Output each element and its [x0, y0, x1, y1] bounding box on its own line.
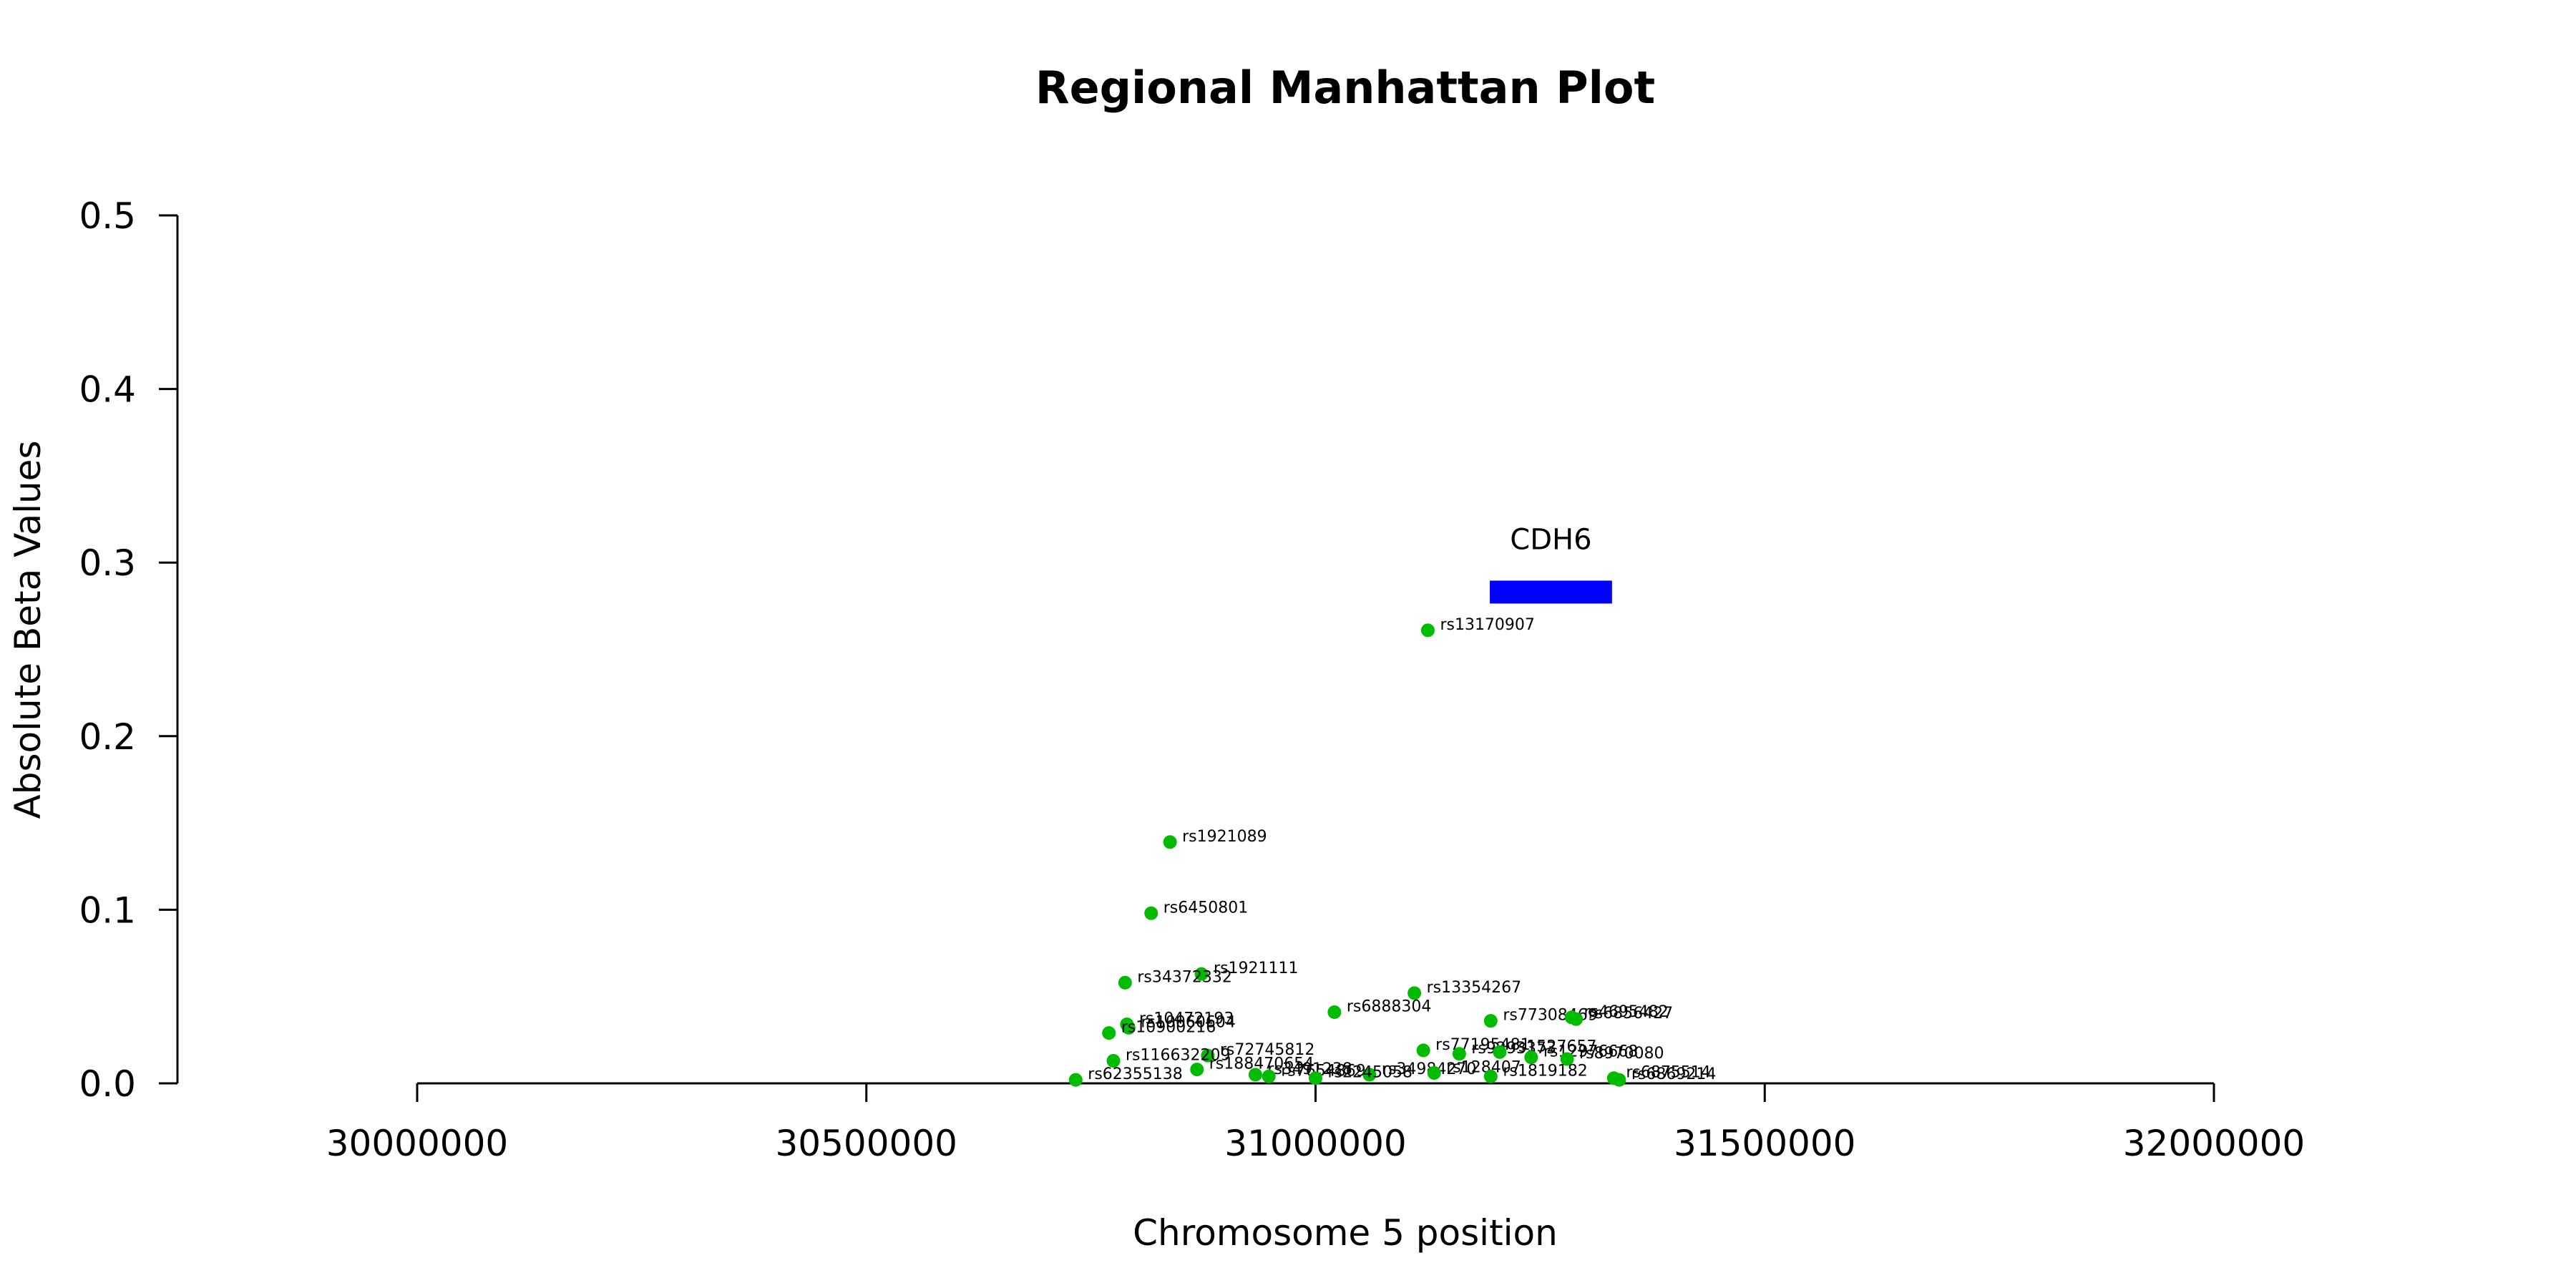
snp-label: rs10472193 — [1139, 1010, 1234, 1028]
snp-point — [1118, 975, 1132, 990]
axes: 0.0 0.1 0.2 0.3 0.4 0.5 30000000 30500000 310000… — [79, 195, 2305, 1164]
snp-points: rs13170907 rs1921089 rs6450801 rs1921111rs3… — [1068, 616, 1717, 1087]
y-tick-label: 0.2 — [79, 716, 136, 758]
gene-label: CDH6 — [1510, 523, 1591, 556]
snp-label: rs6875514 — [1626, 1064, 1711, 1082]
snp-label: rs1921089 — [1182, 828, 1267, 846]
snp-point — [1121, 1020, 1136, 1035]
snp-label: rs13170907 — [1440, 616, 1534, 634]
snp-label: rs12976668 — [1543, 1043, 1638, 1061]
y-axis-label: Absolute Beta Values — [7, 441, 49, 819]
x-tick-label: 32000000 — [2123, 1123, 2306, 1164]
snp-label: rs6856427 — [1589, 1005, 1674, 1023]
snp-label: rs77195481 — [1435, 1036, 1530, 1054]
snp-label: rs34372332 — [1137, 968, 1231, 986]
snp-point — [1106, 1053, 1121, 1068]
y-tick-label: 0.5 — [79, 195, 136, 237]
snp-point — [1524, 1050, 1538, 1065]
snp-point — [1452, 1047, 1466, 1061]
snp-point — [1493, 1045, 1507, 1059]
snp-point — [1327, 1005, 1342, 1020]
snp-point — [1248, 1068, 1262, 1082]
snp-point — [1407, 986, 1422, 1000]
snp-point — [1612, 1073, 1626, 1087]
snp-label: rs10900216 — [1121, 1019, 1216, 1037]
gene-bar — [1490, 580, 1612, 604]
snp-point — [1102, 1026, 1116, 1040]
snp-point — [1427, 1065, 1441, 1080]
snp-label: rs1921111 — [1214, 960, 1299, 977]
snp-point — [1262, 1069, 1276, 1083]
snp-label: rs2245058 — [1328, 1064, 1413, 1082]
snp-label: rs72745812 — [1220, 1041, 1314, 1059]
snp-label: rs116632209 — [1126, 1046, 1230, 1064]
snp-label: rs6888304 — [1347, 998, 1432, 1016]
gene-track: CDH6 — [1490, 523, 1612, 604]
x-tick-label: 31000000 — [1224, 1123, 1407, 1164]
snp-point — [1144, 906, 1158, 920]
snp-label: rs9293373 — [1471, 1040, 1556, 1058]
snp-point — [1420, 623, 1435, 638]
snp-point — [1569, 1012, 1584, 1026]
snp-label: rs13354267 — [1427, 979, 1521, 997]
x-axis-label: Chromosome 5 position — [1133, 1212, 1558, 1254]
snp-point — [1362, 1068, 1377, 1082]
snp-label: rs128407 — [1446, 1058, 1521, 1076]
snp-label: rs4695482 — [1584, 1003, 1669, 1021]
y-tick-label: 0.4 — [79, 369, 136, 411]
snp-point — [1416, 1043, 1430, 1058]
snp-point — [1163, 835, 1177, 849]
snp-label: rs62355138 — [1088, 1065, 1182, 1083]
snp-point — [1068, 1073, 1083, 1087]
snp-point — [1483, 1014, 1498, 1028]
snp-point — [1483, 1069, 1498, 1083]
snp-point — [1201, 1048, 1215, 1063]
snp-label: rs188470654 — [1209, 1055, 1314, 1073]
snp-point — [1309, 1071, 1322, 1085]
snp-label: rs1527657 — [1512, 1038, 1597, 1055]
snp-label: rs7654869 — [1281, 1062, 1366, 1080]
snp-point — [1560, 1052, 1574, 1066]
x-tick-label: 30500000 — [776, 1123, 958, 1164]
snp-label: rs10060604 — [1141, 1013, 1235, 1031]
snp-label: rs1819182 — [1503, 1062, 1588, 1080]
snp-label: rs6450801 — [1163, 899, 1249, 917]
snp-label: rs8970080 — [1579, 1045, 1664, 1063]
y-tick-label: 0.3 — [79, 542, 136, 584]
y-tick-label: 0.1 — [79, 889, 136, 931]
snp-point — [1190, 1063, 1204, 1077]
snp-label: rs6869214 — [1631, 1065, 1717, 1083]
x-tick-label: 30000000 — [326, 1123, 509, 1164]
chart-title: Regional Manhattan Plot — [1035, 62, 1655, 114]
snp-point — [1194, 967, 1209, 981]
x-tick-label: 31500000 — [1674, 1123, 1856, 1164]
y-tick-label: 0.0 — [79, 1063, 136, 1105]
